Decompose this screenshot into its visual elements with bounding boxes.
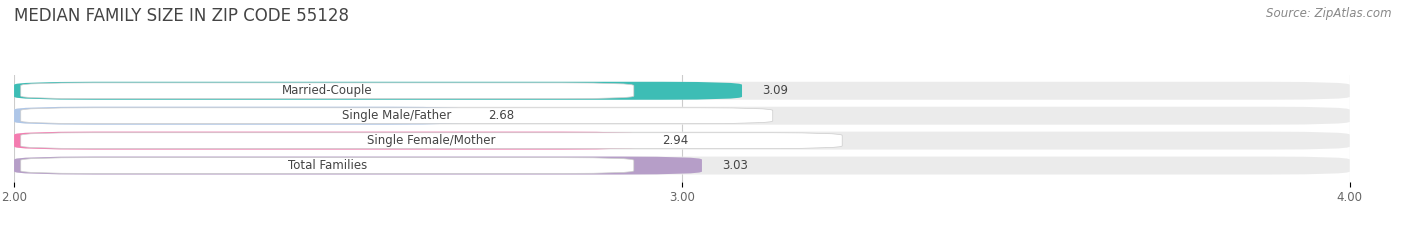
- FancyBboxPatch shape: [14, 107, 1350, 125]
- Text: Married-Couple: Married-Couple: [283, 84, 373, 97]
- FancyBboxPatch shape: [21, 108, 773, 123]
- FancyBboxPatch shape: [21, 133, 842, 148]
- Text: Source: ZipAtlas.com: Source: ZipAtlas.com: [1267, 7, 1392, 20]
- Text: Single Female/Mother: Single Female/Mother: [367, 134, 496, 147]
- FancyBboxPatch shape: [21, 158, 634, 173]
- FancyBboxPatch shape: [14, 132, 1350, 150]
- Text: 3.03: 3.03: [721, 159, 748, 172]
- Text: 2.68: 2.68: [488, 109, 515, 122]
- Text: Total Families: Total Families: [288, 159, 367, 172]
- Text: 3.09: 3.09: [762, 84, 787, 97]
- FancyBboxPatch shape: [21, 83, 634, 99]
- FancyBboxPatch shape: [14, 157, 702, 175]
- FancyBboxPatch shape: [14, 157, 1350, 175]
- Text: 2.94: 2.94: [662, 134, 688, 147]
- Text: MEDIAN FAMILY SIZE IN ZIP CODE 55128: MEDIAN FAMILY SIZE IN ZIP CODE 55128: [14, 7, 349, 25]
- FancyBboxPatch shape: [14, 82, 1350, 100]
- Text: Single Male/Father: Single Male/Father: [342, 109, 451, 122]
- FancyBboxPatch shape: [14, 82, 742, 100]
- FancyBboxPatch shape: [14, 132, 641, 150]
- FancyBboxPatch shape: [14, 107, 468, 125]
